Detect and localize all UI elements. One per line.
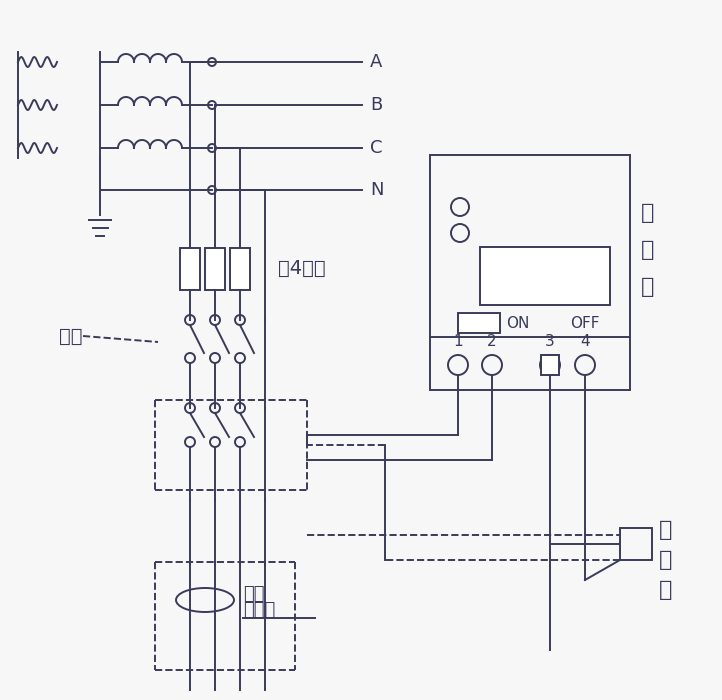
Bar [458, 313, 500, 333]
Text: 3: 3 [545, 335, 555, 349]
Bar [230, 248, 250, 290]
Text: A: A [370, 53, 383, 71]
Text: 2: 2 [487, 335, 497, 349]
Bar [205, 248, 225, 290]
Text: 器: 器 [659, 580, 673, 600]
Text: 触: 触 [659, 550, 673, 570]
Text: ON: ON [506, 316, 529, 330]
Text: 接: 接 [659, 520, 673, 540]
Text: 至用户: 至用户 [243, 601, 275, 619]
Text: C: C [370, 139, 383, 157]
Bar [180, 248, 200, 290]
Text: 1: 1 [453, 335, 463, 349]
Text: 刀闸: 刀闸 [58, 326, 82, 346]
Bar [480, 247, 610, 305]
Bar [620, 528, 652, 560]
Text: 控头: 控头 [243, 585, 264, 603]
Bar [430, 155, 630, 390]
Text: 焉4断器: 焉4断器 [278, 258, 326, 277]
Text: 盒: 盒 [641, 277, 655, 297]
Text: N: N [370, 181, 383, 199]
Text: 制: 制 [641, 240, 655, 260]
Text: 4: 4 [580, 335, 590, 349]
Text: OFF: OFF [570, 316, 599, 330]
Text: 控: 控 [641, 203, 655, 223]
Text: B: B [370, 96, 382, 114]
Bar [541, 355, 559, 375]
